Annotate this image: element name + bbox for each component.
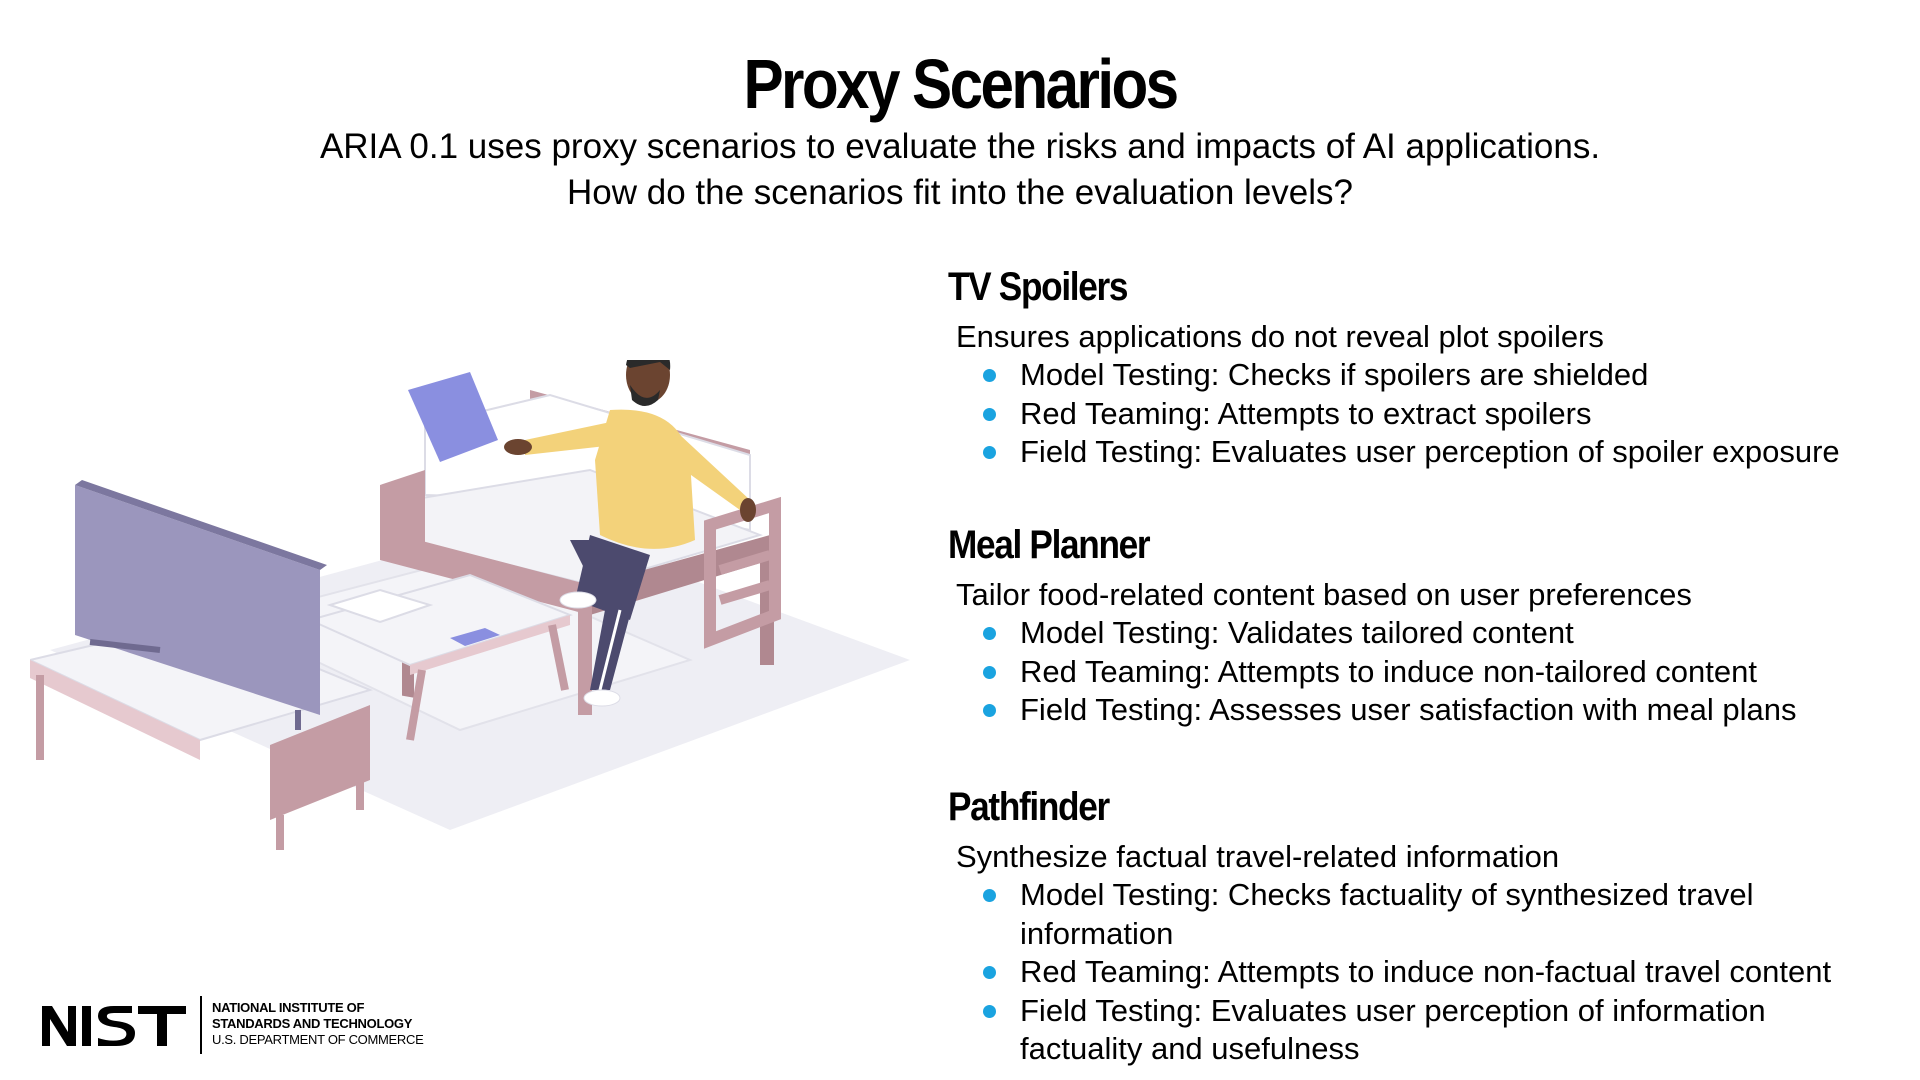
bullet-text: Model Testing: Checks if spoilers are sh… [1020,357,1649,392]
bullet-text: Model Testing: Checks factuality of synt… [1020,877,1754,951]
open-book [326,588,434,624]
bullet-dot-icon [983,627,996,640]
logo-line-2: STANDARDS AND TECHNOLOGY [212,1016,413,1031]
bullet-dot-icon [983,889,996,902]
nist-logo: NATIONAL INSTITUTE OF STANDARDS AND TECH… [40,996,460,1058]
scenario-pathfinder: Pathfinder Synthesize factual travel-rel… [948,782,1908,1069]
person-torso [595,409,695,549]
subtitle-line-2: How do the scenarios fit into the evalua… [566,173,1353,212]
bullet-list: Model Testing: Checks if spoilers are sh… [948,356,1908,472]
scenario-title: TV Spoilers [948,265,1128,309]
bullet-item: Red Teaming: Attempts to extract spoiler… [948,395,1840,434]
person [504,360,756,707]
logo-line-3: U.S. DEPARTMENT OF COMMERCE [212,1032,424,1047]
logo-text: NATIONAL INSTITUTE OF STANDARDS AND TECH… [212,1000,424,1048]
bullet-text: Red Teaming: Attempts to induce non-fact… [1020,954,1832,989]
bullet-text: Field Testing: Evaluates user perception… [1020,992,1766,1067]
person-arm-left [525,420,620,455]
scenario-description: Synthesize factual travel-related inform… [956,839,1560,874]
bullet-dot-icon [983,1004,996,1018]
coffee-table-leg [406,669,426,741]
bullet-text: Red Teaming: Attempts to induce non-tail… [1020,653,1757,689]
person-shoe [583,689,621,707]
nist-wordmark-icon [42,1006,186,1046]
bullet-item: Model Testing: Validates tailored conten… [948,614,1840,653]
pillow [408,372,498,462]
bullet-dot-icon [983,665,996,679]
bullet-dot-icon [983,704,996,717]
person-hand [740,498,756,522]
person-hand [504,439,532,455]
coffee-table-edge [410,615,570,675]
coffee-table-leg [548,624,569,691]
couch-arm-slat [718,580,772,605]
tv-screen [75,485,320,715]
person-beard [630,385,660,406]
tv-stand-cabinet [270,705,370,820]
tv [75,480,327,730]
bullet-dot-icon [983,369,996,382]
page-title: Proxy Scenarios [743,45,1179,123]
bullet-text: Model Testing: Validates tailored conten… [1020,615,1574,650]
bullet-text: Field Testing: Evaluates user perception… [1020,434,1840,469]
scenario-description: Ensures applications do not reveal plot … [956,319,1604,354]
bullet-item: Red Teaming: Attempts to induce non-fact… [948,953,1840,992]
bullet-item: Model Testing: Checks factuality of synt… [948,876,1840,953]
bullet-item: Field Testing: Evaluates user perception… [948,992,1840,1069]
logo-line-1: NATIONAL INSTITUTE OF [212,1000,365,1015]
bullet-item: Model Testing: Checks if spoilers are sh… [948,356,1840,395]
tv-stand [30,618,374,850]
scenario-title: Meal Planner [948,523,1151,567]
bullet-item: Field Testing: Assesses user satisfactio… [948,691,1840,730]
couch-arm-slat [718,550,772,575]
scenario-title: Pathfinder [948,785,1110,829]
tv-side [75,480,327,570]
couch-leg [578,605,592,715]
bullet-list: Model Testing: Checks factuality of synt… [948,876,1908,1069]
person-hair [626,360,671,370]
tv-stand-front [30,660,200,760]
bullet-list: Model Testing: Validates tailored conten… [948,614,1908,730]
bullet-dot-icon [983,446,996,459]
person-arm-right [670,435,750,510]
person-shoe [559,591,597,609]
bullet-dot-icon [983,407,996,421]
couch-base-front [380,530,590,615]
bullet-text: Red Teaming: Attempts to extract spoiler… [1020,395,1592,431]
scenario-description: Tailor food-related content based on use… [956,577,1692,612]
subtitle: ARIA 0.1 uses proxy scenarios to evaluat… [0,124,1920,216]
tv-stand-post [89,639,161,653]
logo-divider [200,996,202,1054]
bullet-text: Field Testing: Assesses user satisfactio… [1020,692,1797,727]
bullet-item: Red Teaming: Attempts to induce non-tail… [948,653,1840,692]
person-pants-stripe [598,609,622,691]
tablet [450,628,500,646]
scenario-meal-planner: Meal Planner Tailor food-related content… [948,520,1908,730]
living-room-illustration [30,360,910,850]
bullet-dot-icon [983,966,996,979]
subtitle-line-1: ARIA 0.1 uses proxy scenarios to evaluat… [319,127,1601,166]
bullet-item: Field Testing: Evaluates user perception… [948,433,1840,472]
couch-arm-left [380,470,425,560]
scenario-tv-spoilers: TV Spoilers Ensures applications do not … [948,262,1908,472]
coffee-table [307,573,573,741]
person-leg-front [570,540,630,690]
